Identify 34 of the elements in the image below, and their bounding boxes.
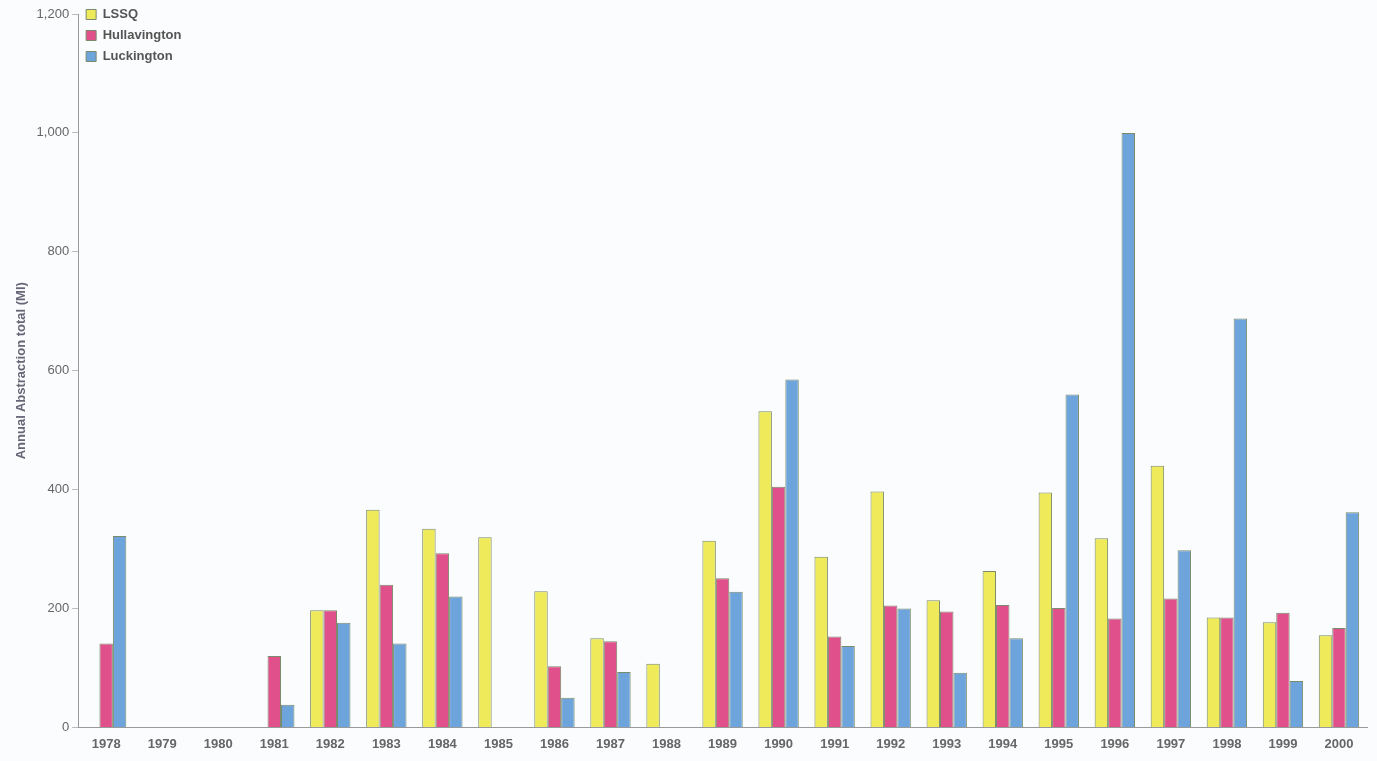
x-tick-label: 1985 — [483, 735, 513, 751]
legend-label: Hullavington — [102, 27, 182, 43]
x-tick-label: 1983 — [371, 735, 401, 751]
x-tick-label: 1991 — [820, 735, 850, 751]
x-tick-label: 1997 — [1156, 735, 1186, 751]
x-tick-label: 2000 — [1324, 735, 1354, 751]
y-tick-label: 200 — [47, 600, 70, 616]
x-tick-label: 1996 — [1100, 735, 1130, 751]
y-tick-label: 0 — [61, 718, 70, 734]
x-tick-label: 1993 — [932, 735, 962, 751]
y-tick-label: 1,200 — [36, 5, 70, 21]
y-axis-title: Annual Abstraction total (Ml) — [13, 282, 29, 460]
x-tick-label: 1988 — [652, 735, 681, 751]
y-tick-label: 400 — [47, 481, 70, 497]
x-tick-label: 1979 — [147, 735, 177, 751]
x-tick-label: 1987 — [596, 735, 625, 751]
x-tick-label: 1995 — [1044, 735, 1074, 751]
y-tick-label: 600 — [47, 362, 70, 378]
y-tick-label: 1,000 — [36, 124, 70, 140]
x-tick-label: 1990 — [764, 735, 794, 751]
x-tick-label: 1986 — [539, 735, 569, 751]
x-tick-label: 1998 — [1212, 735, 1242, 751]
x-tick-label: 1981 — [259, 735, 289, 751]
x-tick-label: 1982 — [315, 735, 345, 751]
x-tick-label: 1980 — [203, 735, 233, 751]
legend-label: Luckington — [102, 48, 173, 64]
x-tick-label: 1999 — [1268, 735, 1298, 751]
x-tick-label: 1984 — [427, 735, 458, 751]
x-tick-label: 1989 — [708, 735, 738, 751]
x-tick-label: 1992 — [876, 735, 906, 751]
x-tick-label: 1978 — [91, 735, 121, 751]
y-tick-label: 800 — [47, 243, 70, 259]
x-tick-label: 1994 — [988, 735, 1018, 751]
legend-label: LSSQ — [102, 6, 139, 22]
